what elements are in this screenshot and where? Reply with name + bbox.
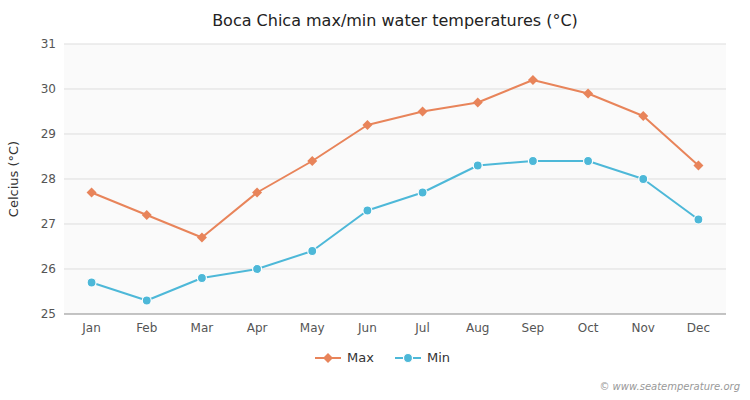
x-tick-label: Jul — [414, 321, 429, 335]
x-tick-label: Oct — [578, 321, 599, 335]
series-marker — [528, 157, 537, 166]
series-marker — [197, 274, 206, 283]
chart-title: Boca Chica max/min water temperatures (°… — [212, 11, 578, 30]
series-marker — [418, 188, 427, 197]
series-marker — [638, 111, 648, 121]
grid-line — [64, 224, 726, 225]
x-tick-label: Nov — [632, 321, 655, 335]
series-marker — [142, 296, 151, 305]
y-axis-label: Celcius (°C) — [6, 141, 21, 217]
grid-line — [64, 44, 726, 45]
x-tick-label: May — [300, 321, 325, 335]
y-tick-label: 31 — [41, 37, 56, 51]
series-marker — [87, 188, 97, 198]
data-layer — [87, 75, 704, 305]
x-tick-label: Aug — [466, 321, 489, 335]
legend-label: Min — [427, 350, 450, 365]
x-tick-label: Mar — [191, 321, 214, 335]
annotation: © www.seatemperature.org — [599, 381, 740, 392]
chart-container: 25 26 27 28 29 30 31 Jan Feb Mar Apr May Jun Jul Aug Se… — [0, 0, 750, 400]
x-tick-label: Sep — [522, 321, 545, 335]
x-tick-label: Dec — [687, 321, 710, 335]
legend-marker — [323, 353, 333, 363]
series-marker — [528, 75, 538, 85]
series-marker — [694, 215, 703, 224]
grid-line — [64, 134, 726, 135]
series-marker — [583, 89, 593, 99]
series-marker — [253, 265, 262, 274]
legend: Max Min — [315, 350, 450, 365]
y-tick-label: 25 — [41, 307, 56, 321]
y-tick-label: 27 — [41, 217, 56, 231]
plot-area — [64, 44, 726, 314]
legend-label: Max — [347, 350, 374, 365]
series-marker — [307, 156, 317, 166]
y-tick-label: 28 — [41, 172, 56, 186]
x-tick-label: Feb — [136, 321, 157, 335]
series-marker — [639, 175, 648, 184]
x-axis-line — [64, 314, 726, 315]
grid-line — [64, 269, 726, 270]
series-line — [92, 161, 699, 301]
x-axis: Jan Feb Mar Apr May Jun Jul Aug Sep Oct Nov Dec — [81, 321, 710, 335]
y-tick-label: 29 — [41, 127, 56, 141]
series-marker — [308, 247, 317, 256]
legend-marker — [404, 354, 413, 363]
series-marker — [87, 278, 96, 287]
series-marker — [473, 98, 483, 108]
series-marker — [252, 188, 262, 198]
x-tick-label: Jun — [357, 321, 377, 335]
grid-line — [64, 179, 726, 180]
series-marker — [473, 161, 482, 170]
grid-line — [64, 89, 726, 90]
chart: 25 26 27 28 29 30 31 Jan Feb Mar Apr May Jun Jul Aug Se… — [0, 0, 750, 400]
series-marker — [584, 157, 593, 166]
x-tick-label: Jan — [81, 321, 101, 335]
series-line — [92, 80, 699, 238]
series-marker — [418, 107, 428, 117]
series-marker — [693, 161, 703, 171]
series-marker — [142, 210, 152, 220]
y-axis: 25 26 27 28 29 30 31 — [41, 37, 726, 321]
grid-line — [64, 314, 726, 315]
series-marker — [362, 120, 372, 130]
series-marker — [363, 206, 372, 215]
y-tick-label: 30 — [41, 82, 56, 96]
series-marker — [197, 233, 207, 243]
x-tick-label: Apr — [247, 321, 268, 335]
y-tick-label: 26 — [41, 262, 56, 276]
